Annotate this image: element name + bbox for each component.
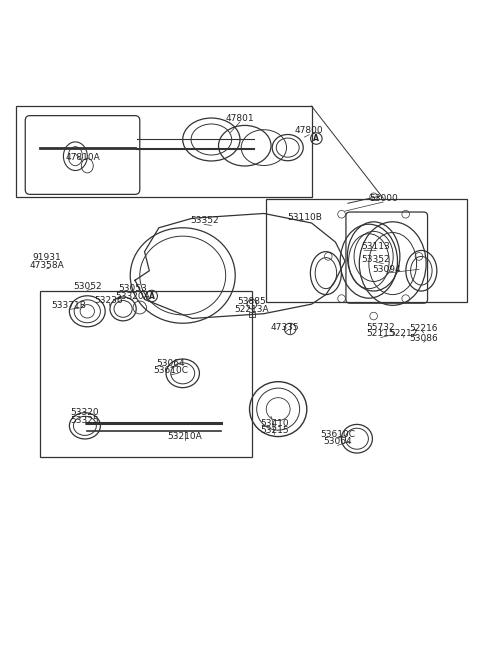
Text: 53885: 53885 <box>238 297 266 306</box>
Text: 53371B: 53371B <box>52 301 86 310</box>
Text: 47800: 47800 <box>295 127 324 135</box>
Text: A: A <box>313 134 319 143</box>
Text: 53000: 53000 <box>369 194 397 203</box>
Text: 52115: 52115 <box>366 329 395 338</box>
Text: 52213A: 52213A <box>235 305 269 314</box>
Text: 53110B: 53110B <box>287 213 322 222</box>
Text: A: A <box>149 291 155 300</box>
Text: 47801: 47801 <box>226 113 254 123</box>
Text: 53352: 53352 <box>190 216 218 225</box>
Text: 53052: 53052 <box>73 282 102 291</box>
Text: 47335: 47335 <box>271 323 300 333</box>
Text: 55732: 55732 <box>366 323 395 333</box>
Text: 47810A: 47810A <box>65 153 100 162</box>
Text: 53210A: 53210A <box>168 432 203 441</box>
Text: 53325: 53325 <box>71 416 99 424</box>
Text: 53094: 53094 <box>372 265 401 274</box>
Text: 47358A: 47358A <box>29 260 64 270</box>
Text: 91931: 91931 <box>32 253 61 262</box>
Text: 53320: 53320 <box>71 409 99 417</box>
Text: 53086: 53086 <box>409 334 438 343</box>
Text: 53064: 53064 <box>156 359 185 368</box>
Text: 53236: 53236 <box>95 297 123 305</box>
Text: 53215: 53215 <box>260 426 288 435</box>
Text: 53352: 53352 <box>362 255 390 264</box>
Bar <box>249 312 255 317</box>
Text: 53113: 53113 <box>361 242 390 251</box>
Text: 52216: 52216 <box>409 325 438 333</box>
Text: 53053: 53053 <box>118 284 147 293</box>
Text: 53320A: 53320A <box>115 291 150 300</box>
Text: 53610C: 53610C <box>153 367 188 375</box>
Text: 53064: 53064 <box>324 437 352 446</box>
Text: 52212: 52212 <box>389 329 418 338</box>
Text: 53610C: 53610C <box>320 430 355 439</box>
Text: 53410: 53410 <box>260 419 288 428</box>
